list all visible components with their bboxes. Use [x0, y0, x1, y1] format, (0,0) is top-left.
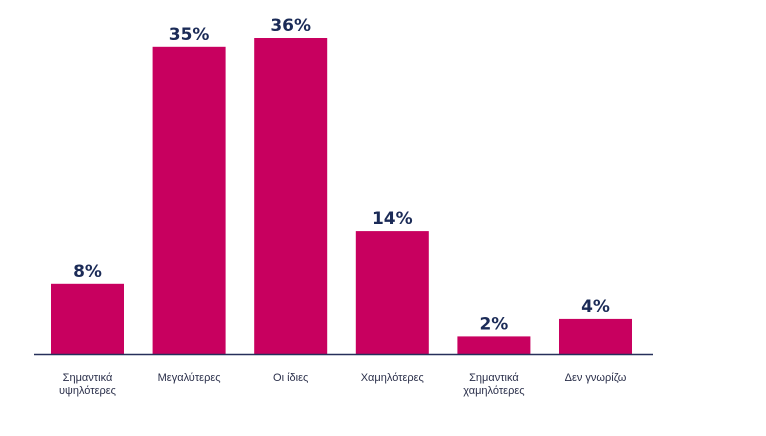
category-label-2: Οι ίδιες — [273, 372, 308, 384]
value-label-1: 35% — [169, 25, 210, 45]
category-label-2-line-0: Οι ίδιες — [273, 372, 308, 384]
bars-group — [51, 38, 632, 355]
category-label-3: Χαμηλότερες — [361, 372, 424, 384]
category-label-4: Σημαντικά χαμηλότερες — [463, 372, 524, 397]
category-label-4-line-1: χαμηλότερες — [463, 385, 524, 397]
bar-3 — [355, 231, 429, 354]
category-label-0-line-0: Σημαντικά — [63, 372, 113, 384]
bar-0 — [51, 283, 124, 354]
bar-4 — [457, 336, 531, 354]
bar-5 — [559, 318, 632, 354]
category-label-5: Δεν γνωρίζω — [565, 372, 627, 384]
value-label-4: 2% — [479, 314, 508, 334]
value-label-5: 4% — [581, 297, 610, 317]
category-label-1-line-0: Μεγαλύτερες — [158, 372, 221, 384]
category-label-5-line-0: Δεν γνωρίζω — [565, 372, 627, 384]
value-labels-group: 8% 35% 36% 14% 2% 4% — [73, 16, 610, 334]
category-label-1: Μεγαλύτερες — [158, 372, 221, 384]
category-label-0-line-1: υψηλότερες — [59, 385, 116, 397]
bar-1 — [152, 46, 226, 355]
category-label-4-line-0: Σημαντικά — [469, 372, 519, 384]
bar-2 — [254, 38, 328, 354]
value-label-0: 8% — [73, 262, 102, 282]
value-label-2: 36% — [270, 16, 311, 36]
value-label-3: 14% — [372, 209, 413, 229]
category-label-3-line-0: Χαμηλότερες — [361, 372, 424, 384]
category-label-0: Σημαντικά υψηλότερες — [59, 372, 116, 397]
